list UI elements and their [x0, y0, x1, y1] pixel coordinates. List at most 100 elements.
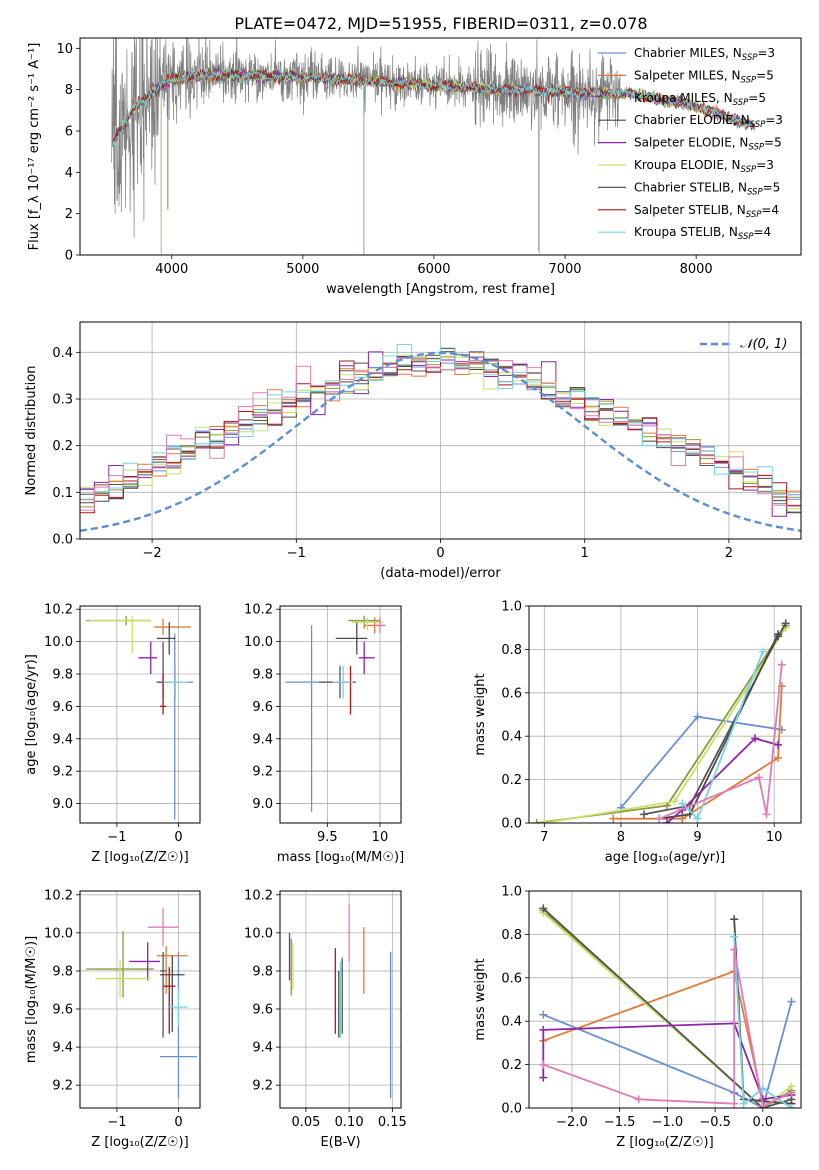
- legend-text: Salpeter MILES, N: [634, 68, 741, 82]
- y-tick-label: 4: [65, 166, 73, 181]
- series-marker: [662, 819, 671, 823]
- series-marker: [787, 997, 796, 1006]
- panel-age-vs-mass: 9.5 10 9.0 9.2 9.4 9.6 9.8 10.0 10.2 mass [log₁₀(…: [244, 603, 404, 865]
- x-tick-label: 7: [540, 830, 548, 845]
- legend-subscript: SSP: [742, 53, 758, 63]
- series-marker: [730, 915, 739, 924]
- y-axis-label: mass weight: [473, 958, 488, 1040]
- y-axis-label: Normed distribution: [24, 366, 39, 496]
- series-marker: [540, 819, 549, 823]
- x-axis-label: wavelength [Angstrom, rest frame]: [326, 282, 555, 297]
- y-tick-label: 0.2: [52, 439, 73, 454]
- panel-mass-weight-vs-Z: −2.0 −1.5 −1.0 −0.5 0.0 0.0 0.2 0.4 0.6 0.8 1.0 Z […: [473, 885, 802, 1150]
- y-tick-label: 9.2: [252, 765, 273, 780]
- legend-text: Salpeter ELODIE, N: [634, 136, 748, 150]
- weight-series: [730, 932, 796, 1108]
- y-tick-label: 1.0: [501, 885, 522, 900]
- y-tick-label: 10.0: [44, 635, 73, 650]
- y-tick-label: 9.2: [52, 765, 73, 780]
- plot-area: [80, 322, 801, 539]
- x-tick-label: −1.0: [652, 1115, 684, 1130]
- y-tick-label: 9.0: [52, 797, 73, 812]
- x-tick-label: 0.05: [291, 1115, 320, 1130]
- weight-series: [609, 682, 786, 823]
- y-tick-label: 9.4: [52, 1041, 73, 1056]
- series-marker: [693, 814, 702, 823]
- y-tick-label: 9.8: [52, 668, 73, 683]
- series-marker: [730, 932, 739, 941]
- series-marker: [539, 1010, 548, 1019]
- series-marker: [539, 1073, 548, 1082]
- x-tick-label: 0.10: [335, 1115, 364, 1130]
- legend-text: Kroupa ELODIE, N: [634, 158, 741, 172]
- x-tick-label: 6000: [417, 262, 450, 277]
- series-marker: [730, 1099, 739, 1108]
- model-spectrum: [112, 66, 756, 147]
- series-line: [666, 737, 779, 823]
- y-axis-label: age [log₁₀(age/yr)]: [24, 654, 39, 775]
- y-tick-label: 0: [65, 249, 73, 264]
- x-tick-label: 9.5: [317, 830, 338, 845]
- series-marker: [539, 1025, 548, 1034]
- plot-area: [111, 38, 756, 255]
- x-axis-label: Z [log₁₀(Z/Z☉)]: [616, 1135, 713, 1150]
- legend-subscript: SSP: [748, 143, 764, 153]
- legend-suffix: =4: [761, 203, 779, 217]
- series-marker: [751, 734, 760, 743]
- y-tick-label: 10.0: [244, 635, 273, 650]
- x-axis-label: Z [log₁₀(Z/Z☉)]: [91, 850, 188, 865]
- y-tick-label: 0.0: [501, 1102, 522, 1117]
- y-tick-label: 0.6: [501, 686, 522, 701]
- errorbar-point: [160, 951, 167, 1038]
- x-axis-label: (data-model)/error: [380, 566, 501, 581]
- legend-text: Chabrier ELODIE, N: [634, 113, 750, 127]
- legend-subscript: SSP: [738, 232, 754, 242]
- plot-area: [280, 606, 401, 823]
- legend-suffix: =5: [763, 180, 781, 194]
- plot-area: [80, 891, 200, 1108]
- y-tick-label: 10.0: [244, 926, 273, 941]
- errorbar-point: [153, 618, 191, 636]
- y-tick-label: 10.2: [244, 603, 273, 618]
- legend-subscript: SSP: [741, 165, 757, 175]
- series-marker: [730, 945, 739, 954]
- errorbar-point: [374, 617, 386, 634]
- y-axis-label: mass weight: [473, 673, 488, 755]
- y-tick-label: 10.0: [44, 926, 73, 941]
- y-tick-label: 0.4: [501, 730, 522, 745]
- y-tick-label: 9.4: [252, 1041, 273, 1056]
- plot-area: [529, 606, 801, 823]
- legend-suffix: =3: [757, 46, 775, 60]
- panel-mass-vs-Z: −1 0 9.2 9.4 9.6 9.8 10.0 10.2 Z [log₁₀(Z/Z☉)] ma…: [24, 888, 201, 1150]
- errorbar-point: [169, 988, 188, 1027]
- legend-entry: Salpeter STELIB, NSSP=4: [634, 203, 779, 220]
- errorbar-point: [160, 674, 167, 715]
- x-axis-label: age [log₁₀(age/yr)]: [605, 850, 726, 865]
- errorbar-point: [163, 967, 176, 1034]
- legend-entry: Kroupa ELODIE, NSSP=3: [634, 158, 774, 175]
- y-tick-label: 9.4: [52, 732, 73, 747]
- y-tick-label: 9.0: [252, 797, 273, 812]
- y-tick-label: 9.6: [52, 1003, 73, 1018]
- plot-area: [80, 606, 200, 823]
- x-tick-label: 8: [617, 830, 625, 845]
- panel-mass-weight-vs-age: 7 8 9 10 0.0 0.2 0.4 0.6 0.8 1.0 age [log₁₀(age/yr…: [473, 600, 802, 865]
- observed-spectrum: [111, 38, 621, 239]
- legend-entry: Kroupa MILES, NSSP=5: [634, 91, 766, 108]
- y-axis-label: Flux [f_λ 10⁻¹⁷ erg cm⁻² s⁻¹ A⁻¹]: [27, 43, 42, 251]
- series-marker: [609, 814, 618, 823]
- x-tick-label: 0.15: [378, 1115, 407, 1130]
- x-tick-label: 0: [436, 546, 444, 561]
- series-marker: [762, 810, 771, 819]
- series-marker: [532, 819, 541, 823]
- y-tick-label: 8: [65, 83, 73, 98]
- axes-frame: [279, 605, 402, 824]
- axes-frame: [279, 890, 402, 1109]
- series-marker: [777, 660, 786, 669]
- x-axis-label: Z [log₁₀(Z/Z☉)]: [91, 1135, 188, 1150]
- series-line: [542, 912, 793, 1108]
- y-tick-label: 0.3: [52, 393, 73, 408]
- weight-series: [655, 660, 786, 823]
- legend-entry: Salpeter MILES, NSSP=5: [634, 68, 774, 85]
